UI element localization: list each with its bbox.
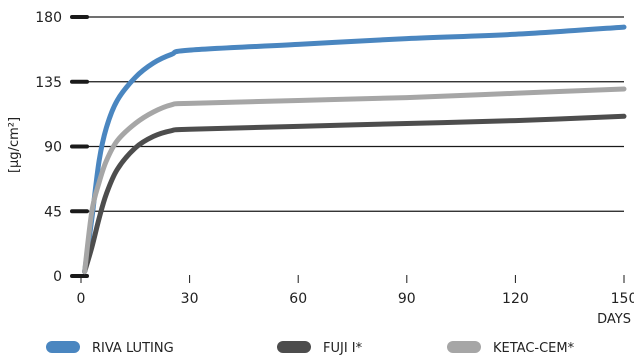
series-line-2 <box>82 113 627 275</box>
legend-label: RIVA LUTING <box>92 341 174 356</box>
y-tick-label: 90 <box>44 140 62 156</box>
x-tick-label: 150 <box>611 291 634 307</box>
y-tick-label: 180 <box>35 10 62 26</box>
y-tick-label: 45 <box>44 204 62 220</box>
x-tick-label: 90 <box>398 291 416 307</box>
gridlines <box>72 16 624 212</box>
legend-label: KETAC-CEM* <box>493 341 575 356</box>
x-tick-label: 60 <box>289 291 307 307</box>
x-axis <box>80 275 625 283</box>
legend-item: RIVA LUTING <box>46 341 174 356</box>
x-tick-labels: 0 30 60 90 120 150 <box>77 291 634 307</box>
y-tick-label: 135 <box>35 75 62 91</box>
legend-item: FUJI I* <box>277 341 363 356</box>
y-tick-labels: 0 45 90 135 180 <box>35 10 62 285</box>
series-line-3 <box>82 86 627 275</box>
x-tick-label: 120 <box>502 291 529 307</box>
y-tick-label: 0 <box>53 269 62 285</box>
legend-item: KETAC-CEM* <box>447 341 575 356</box>
series-lines <box>82 24 627 275</box>
legend: RIVA LUTING FUJI I* KETAC-CEM* <box>46 341 575 356</box>
y-axis-label: [µg/cm²] <box>7 117 22 173</box>
x-tick-label: 30 <box>181 291 199 307</box>
series-line-1 <box>82 24 627 275</box>
legend-label: FUJI I* <box>323 341 363 356</box>
y-tick-marks <box>70 15 89 278</box>
x-axis-label: DAYS <box>597 312 631 327</box>
x-tick-label: 0 <box>77 291 86 307</box>
